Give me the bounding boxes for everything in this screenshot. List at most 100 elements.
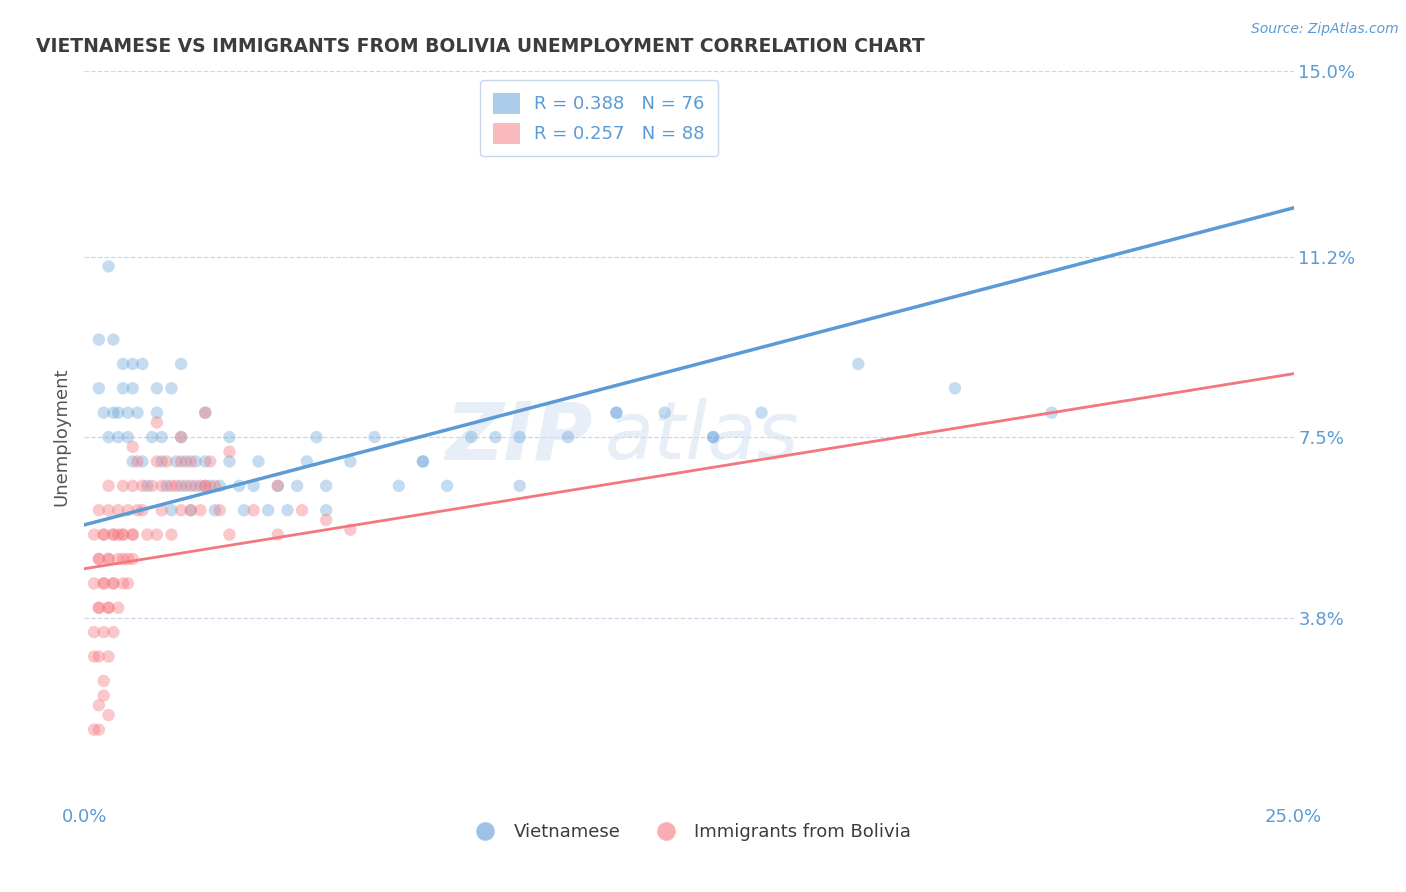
- Point: [150, 479, 173, 493]
- Point: [194, 479, 217, 493]
- Point: [97, 260, 120, 274]
- Point: [87, 381, 110, 395]
- Point: [150, 430, 173, 444]
- Point: [131, 479, 153, 493]
- Point: [160, 503, 183, 517]
- Point: [150, 503, 173, 517]
- Point: [180, 479, 202, 493]
- Point: [97, 503, 120, 517]
- Point: [180, 503, 202, 517]
- Point: [117, 552, 139, 566]
- Point: [170, 454, 193, 468]
- Point: [295, 454, 318, 468]
- Point: [180, 454, 202, 468]
- Point: [257, 503, 280, 517]
- Point: [83, 649, 105, 664]
- Point: [83, 527, 105, 541]
- Legend: Vietnamese, Immigrants from Bolivia: Vietnamese, Immigrants from Bolivia: [460, 816, 918, 848]
- Point: [198, 479, 221, 493]
- Point: [242, 503, 264, 517]
- Point: [136, 527, 159, 541]
- Point: [654, 406, 676, 420]
- Point: [702, 430, 724, 444]
- Point: [170, 430, 193, 444]
- Point: [117, 406, 139, 420]
- Point: [160, 381, 183, 395]
- Point: [87, 552, 110, 566]
- Point: [165, 454, 187, 468]
- Point: [204, 479, 226, 493]
- Point: [460, 430, 482, 444]
- Point: [97, 552, 120, 566]
- Point: [141, 430, 163, 444]
- Point: [218, 444, 240, 458]
- Point: [218, 454, 240, 468]
- Point: [315, 513, 337, 527]
- Point: [103, 625, 125, 640]
- Point: [218, 527, 240, 541]
- Point: [107, 406, 129, 420]
- Point: [117, 503, 139, 517]
- Point: [117, 576, 139, 591]
- Point: [97, 600, 120, 615]
- Point: [97, 600, 120, 615]
- Point: [276, 503, 298, 517]
- Point: [121, 527, 143, 541]
- Point: [112, 479, 135, 493]
- Point: [87, 698, 110, 713]
- Point: [247, 454, 270, 468]
- Point: [170, 430, 193, 444]
- Point: [121, 357, 143, 371]
- Point: [305, 430, 328, 444]
- Point: [267, 527, 290, 541]
- Text: VIETNAMESE VS IMMIGRANTS FROM BOLIVIA UNEMPLOYMENT CORRELATION CHART: VIETNAMESE VS IMMIGRANTS FROM BOLIVIA UN…: [37, 37, 925, 56]
- Point: [174, 479, 197, 493]
- Point: [702, 430, 724, 444]
- Point: [412, 454, 434, 468]
- Point: [131, 357, 153, 371]
- Point: [87, 552, 110, 566]
- Y-axis label: Unemployment: Unemployment: [52, 368, 70, 507]
- Point: [93, 406, 115, 420]
- Point: [131, 454, 153, 468]
- Point: [97, 708, 120, 723]
- Point: [146, 454, 169, 468]
- Point: [103, 527, 125, 541]
- Point: [242, 479, 264, 493]
- Point: [103, 576, 125, 591]
- Point: [121, 479, 143, 493]
- Point: [112, 576, 135, 591]
- Point: [194, 454, 217, 468]
- Point: [484, 430, 506, 444]
- Point: [146, 416, 169, 430]
- Point: [121, 527, 143, 541]
- Point: [194, 406, 217, 420]
- Point: [190, 503, 212, 517]
- Point: [103, 527, 125, 541]
- Point: [93, 576, 115, 591]
- Point: [170, 503, 193, 517]
- Point: [339, 454, 361, 468]
- Point: [605, 406, 627, 420]
- Point: [117, 430, 139, 444]
- Point: [107, 430, 129, 444]
- Point: [87, 600, 110, 615]
- Point: [146, 527, 169, 541]
- Point: [339, 523, 361, 537]
- Point: [388, 479, 411, 493]
- Point: [208, 503, 231, 517]
- Point: [436, 479, 458, 493]
- Point: [165, 479, 187, 493]
- Point: [190, 479, 212, 493]
- Point: [93, 689, 115, 703]
- Point: [315, 503, 337, 517]
- Point: [83, 625, 105, 640]
- Point: [87, 503, 110, 517]
- Text: atlas: atlas: [605, 398, 799, 476]
- Point: [87, 600, 110, 615]
- Point: [208, 479, 231, 493]
- Point: [180, 503, 202, 517]
- Point: [194, 479, 217, 493]
- Point: [93, 625, 115, 640]
- Point: [131, 503, 153, 517]
